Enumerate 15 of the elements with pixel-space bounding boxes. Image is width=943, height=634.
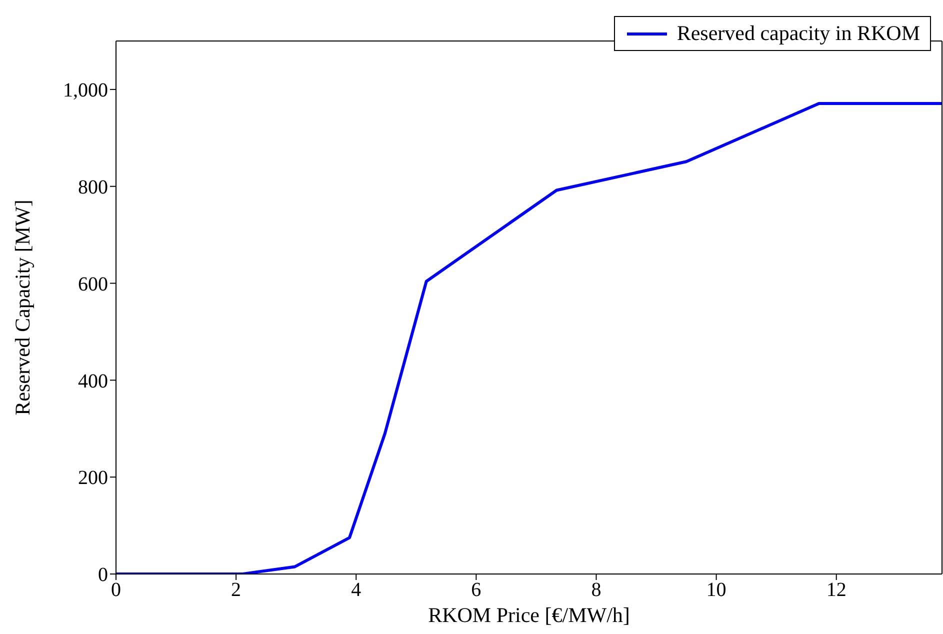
y-tick-label: 1,000: [63, 80, 108, 102]
x-tick-label: 2: [231, 579, 242, 602]
x-tick-label: 4: [351, 579, 362, 602]
y-axis-title: Reserved Capacity [MW]: [10, 200, 34, 416]
y-tick-label: 600: [78, 273, 108, 296]
x-tick-label: 12: [826, 579, 846, 602]
x-axis-title: RKOM Price [€/MW/h]: [428, 603, 630, 627]
y-tick-label: 200: [78, 467, 108, 490]
y-tick-label: 400: [78, 370, 108, 392]
y-tick-label: 0: [98, 564, 108, 586]
x-tick-label: 6: [471, 579, 482, 602]
legend-label: Reserved capacity in RKOM: [676, 21, 920, 46]
x-tick-label: 10: [706, 579, 726, 602]
x-tick-label: 8: [591, 579, 602, 602]
y-tick-label: 800: [78, 176, 108, 198]
